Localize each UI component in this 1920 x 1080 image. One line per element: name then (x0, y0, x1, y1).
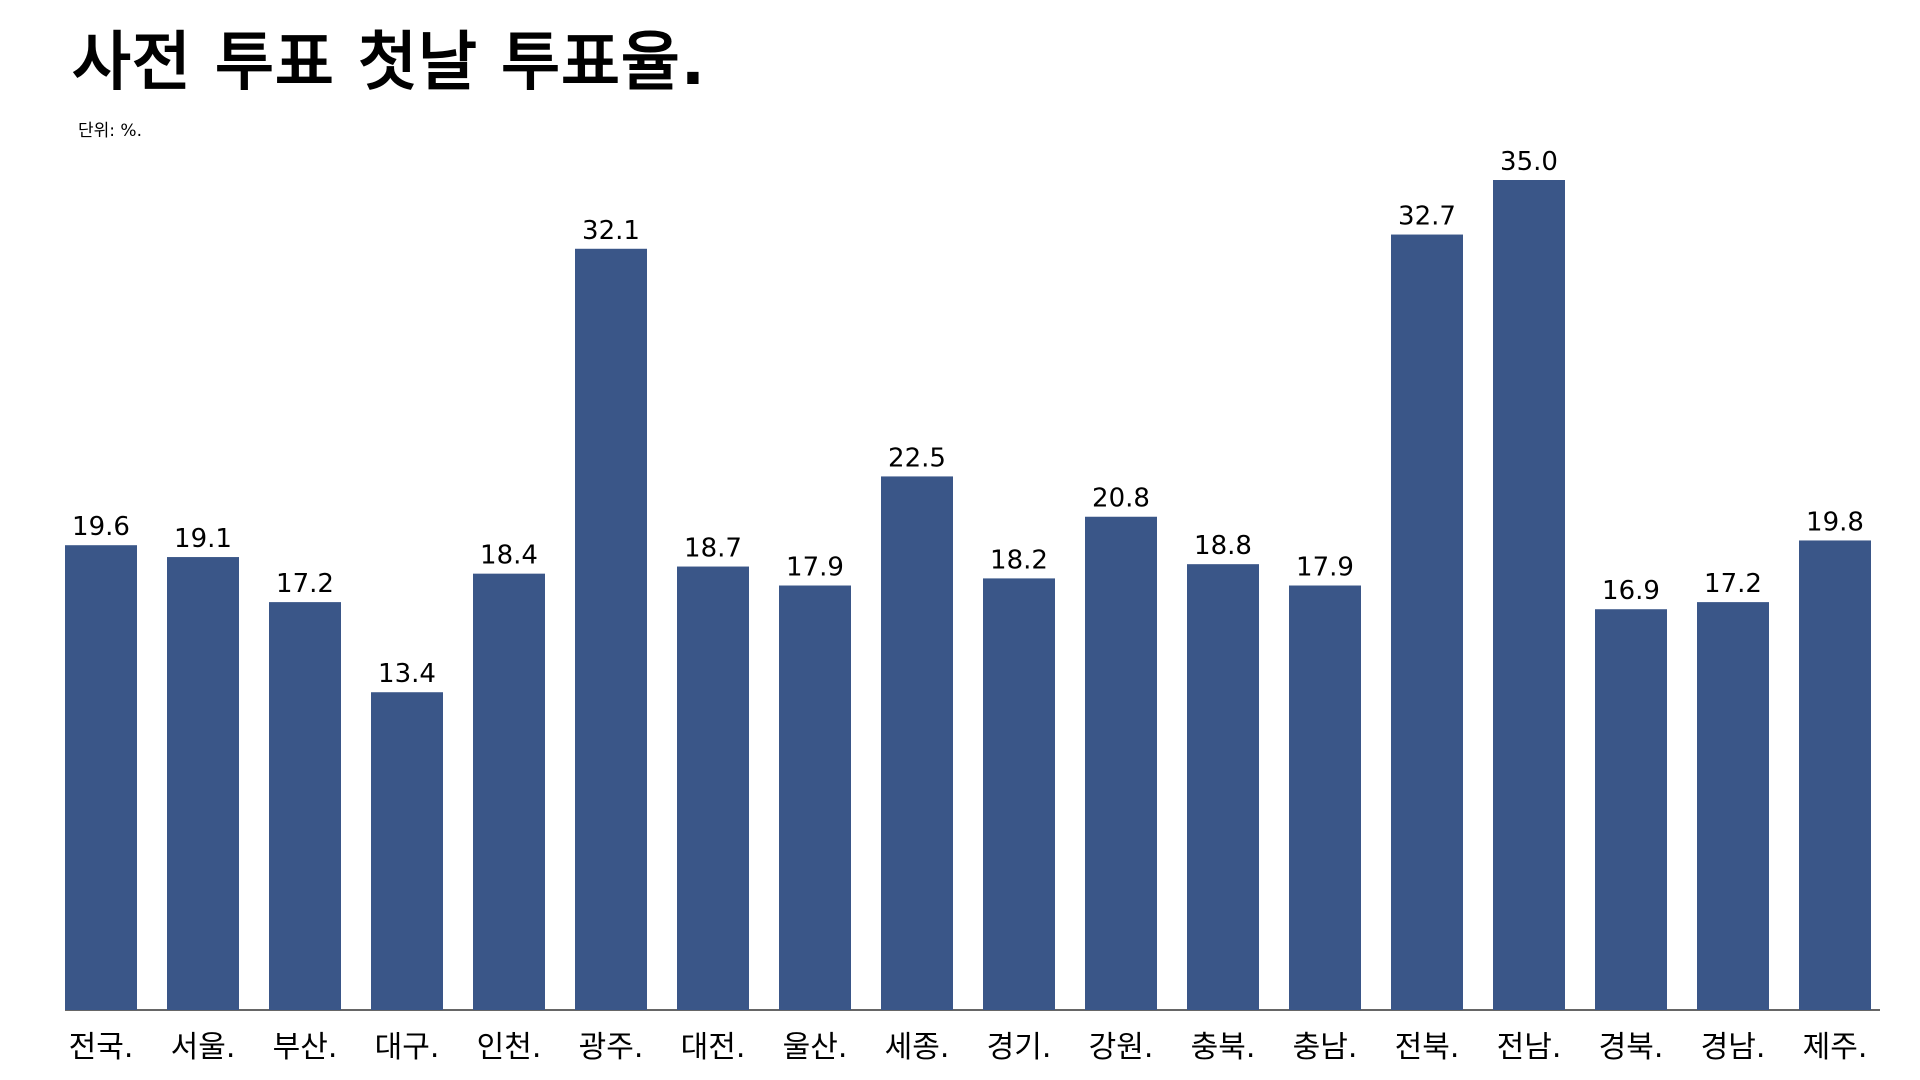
bar-1 (167, 557, 239, 1010)
value-label-7: 17.9 (786, 553, 844, 583)
bar-13 (1391, 234, 1463, 1011)
category-label-0: 전국. (69, 1030, 134, 1065)
category-label-9: 경기. (987, 1030, 1052, 1065)
category-label-5: 광주. (579, 1030, 644, 1065)
category-label-4: 인천. (477, 1030, 542, 1065)
category-label-10: 강원. (1089, 1030, 1154, 1065)
bar-10 (1085, 516, 1157, 1010)
bar-17 (1799, 540, 1871, 1010)
category-label-12: 충남. (1293, 1030, 1358, 1065)
category-label-11: 충북. (1191, 1030, 1256, 1065)
value-label-5: 32.1 (582, 216, 640, 246)
bar-15 (1595, 609, 1667, 1010)
bar-0 (65, 545, 137, 1010)
bar-9 (983, 578, 1055, 1010)
value-label-1: 19.1 (174, 524, 232, 554)
bar-7 (779, 585, 851, 1010)
bar-11 (1187, 564, 1259, 1010)
bar-5 (575, 248, 647, 1010)
value-label-13: 32.7 (1398, 202, 1456, 232)
value-label-9: 18.2 (990, 545, 1048, 575)
bar-2 (269, 602, 341, 1010)
bar-16 (1697, 602, 1769, 1010)
bar-12 (1289, 585, 1361, 1010)
category-label-3: 대구. (375, 1030, 440, 1065)
value-label-11: 18.8 (1194, 531, 1252, 561)
category-label-13: 전북. (1395, 1030, 1460, 1065)
value-label-16: 17.2 (1704, 569, 1762, 599)
category-label-6: 대전. (681, 1030, 746, 1065)
value-label-14: 35.0 (1500, 147, 1558, 177)
value-label-17: 19.8 (1806, 507, 1864, 537)
value-label-4: 18.4 (480, 541, 538, 571)
chart-title: 사전 투표 첫날 투표율. (72, 26, 707, 100)
bar-14 (1493, 180, 1565, 1010)
value-label-15: 16.9 (1602, 576, 1660, 606)
category-label-15: 경북. (1599, 1030, 1664, 1065)
bar-3 (371, 692, 443, 1010)
bar-6 (677, 566, 749, 1010)
value-label-12: 17.9 (1296, 553, 1354, 583)
category-label-8: 세종. (885, 1030, 950, 1065)
value-label-2: 17.2 (276, 569, 334, 599)
value-label-6: 18.7 (684, 534, 742, 564)
category-label-7: 울산. (783, 1030, 848, 1065)
category-label-2: 부산. (273, 1030, 338, 1065)
value-label-0: 19.6 (72, 512, 130, 542)
value-label-10: 20.8 (1092, 484, 1150, 514)
bar-8 (881, 476, 953, 1010)
category-label-1: 서울. (171, 1030, 236, 1065)
category-label-14: 전남. (1497, 1030, 1562, 1065)
unit-note: 단위: %. (78, 121, 142, 141)
category-label-16: 경남. (1701, 1030, 1766, 1065)
bar-4 (473, 573, 545, 1010)
category-label-17: 제주. (1803, 1030, 1868, 1065)
value-label-3: 13.4 (378, 659, 436, 689)
value-label-8: 22.5 (888, 443, 946, 473)
